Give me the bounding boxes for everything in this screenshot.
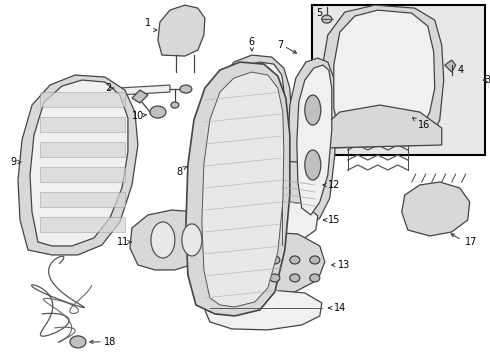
Polygon shape	[130, 210, 212, 270]
Ellipse shape	[70, 336, 86, 348]
Polygon shape	[40, 142, 125, 157]
Text: 13: 13	[338, 260, 350, 270]
Polygon shape	[210, 55, 292, 234]
Text: 2: 2	[105, 83, 111, 93]
Polygon shape	[40, 167, 125, 182]
Polygon shape	[322, 5, 444, 148]
Polygon shape	[297, 65, 332, 215]
Ellipse shape	[270, 274, 280, 282]
Text: 15: 15	[328, 215, 340, 225]
Text: 17: 17	[465, 237, 477, 247]
Text: 9: 9	[10, 157, 16, 167]
Ellipse shape	[248, 185, 262, 195]
Polygon shape	[118, 85, 170, 95]
Polygon shape	[445, 60, 456, 72]
Polygon shape	[202, 72, 284, 307]
Ellipse shape	[248, 135, 262, 145]
Polygon shape	[402, 182, 470, 236]
Text: 12: 12	[328, 180, 340, 190]
Polygon shape	[210, 200, 318, 247]
Polygon shape	[222, 62, 285, 223]
Ellipse shape	[305, 150, 321, 180]
FancyBboxPatch shape	[312, 5, 485, 155]
Ellipse shape	[290, 274, 300, 282]
Polygon shape	[18, 75, 138, 255]
Text: 6: 6	[249, 37, 255, 47]
Polygon shape	[186, 62, 290, 316]
Polygon shape	[40, 92, 125, 107]
Polygon shape	[30, 80, 128, 246]
Ellipse shape	[310, 274, 320, 282]
Polygon shape	[288, 58, 336, 227]
Text: 7: 7	[277, 40, 283, 50]
Text: 5: 5	[317, 8, 323, 18]
Ellipse shape	[250, 274, 260, 282]
Polygon shape	[205, 290, 322, 330]
Polygon shape	[208, 160, 320, 216]
Ellipse shape	[171, 102, 179, 108]
Ellipse shape	[150, 106, 166, 118]
Ellipse shape	[310, 256, 320, 264]
Polygon shape	[132, 90, 148, 103]
Text: 11: 11	[117, 237, 129, 247]
Text: 3: 3	[485, 75, 490, 85]
Ellipse shape	[230, 274, 240, 282]
Ellipse shape	[290, 256, 300, 264]
Ellipse shape	[248, 110, 262, 120]
Polygon shape	[205, 232, 325, 297]
Ellipse shape	[250, 256, 260, 264]
Ellipse shape	[182, 224, 202, 256]
Polygon shape	[40, 117, 125, 132]
Ellipse shape	[230, 256, 240, 264]
Ellipse shape	[270, 256, 280, 264]
Text: 14: 14	[334, 303, 346, 313]
Text: 16: 16	[418, 120, 430, 130]
Ellipse shape	[322, 15, 332, 23]
Text: 10: 10	[132, 111, 144, 121]
Ellipse shape	[248, 87, 262, 97]
Polygon shape	[40, 217, 125, 232]
Text: 18: 18	[104, 337, 116, 347]
Polygon shape	[40, 192, 125, 207]
Ellipse shape	[305, 95, 321, 125]
Polygon shape	[334, 10, 435, 135]
Text: 8: 8	[177, 167, 183, 177]
Ellipse shape	[248, 160, 262, 170]
Text: 1: 1	[145, 18, 151, 28]
Ellipse shape	[180, 85, 192, 93]
Text: 4: 4	[458, 65, 464, 75]
Polygon shape	[322, 105, 441, 148]
Ellipse shape	[151, 222, 175, 258]
Polygon shape	[158, 5, 205, 56]
